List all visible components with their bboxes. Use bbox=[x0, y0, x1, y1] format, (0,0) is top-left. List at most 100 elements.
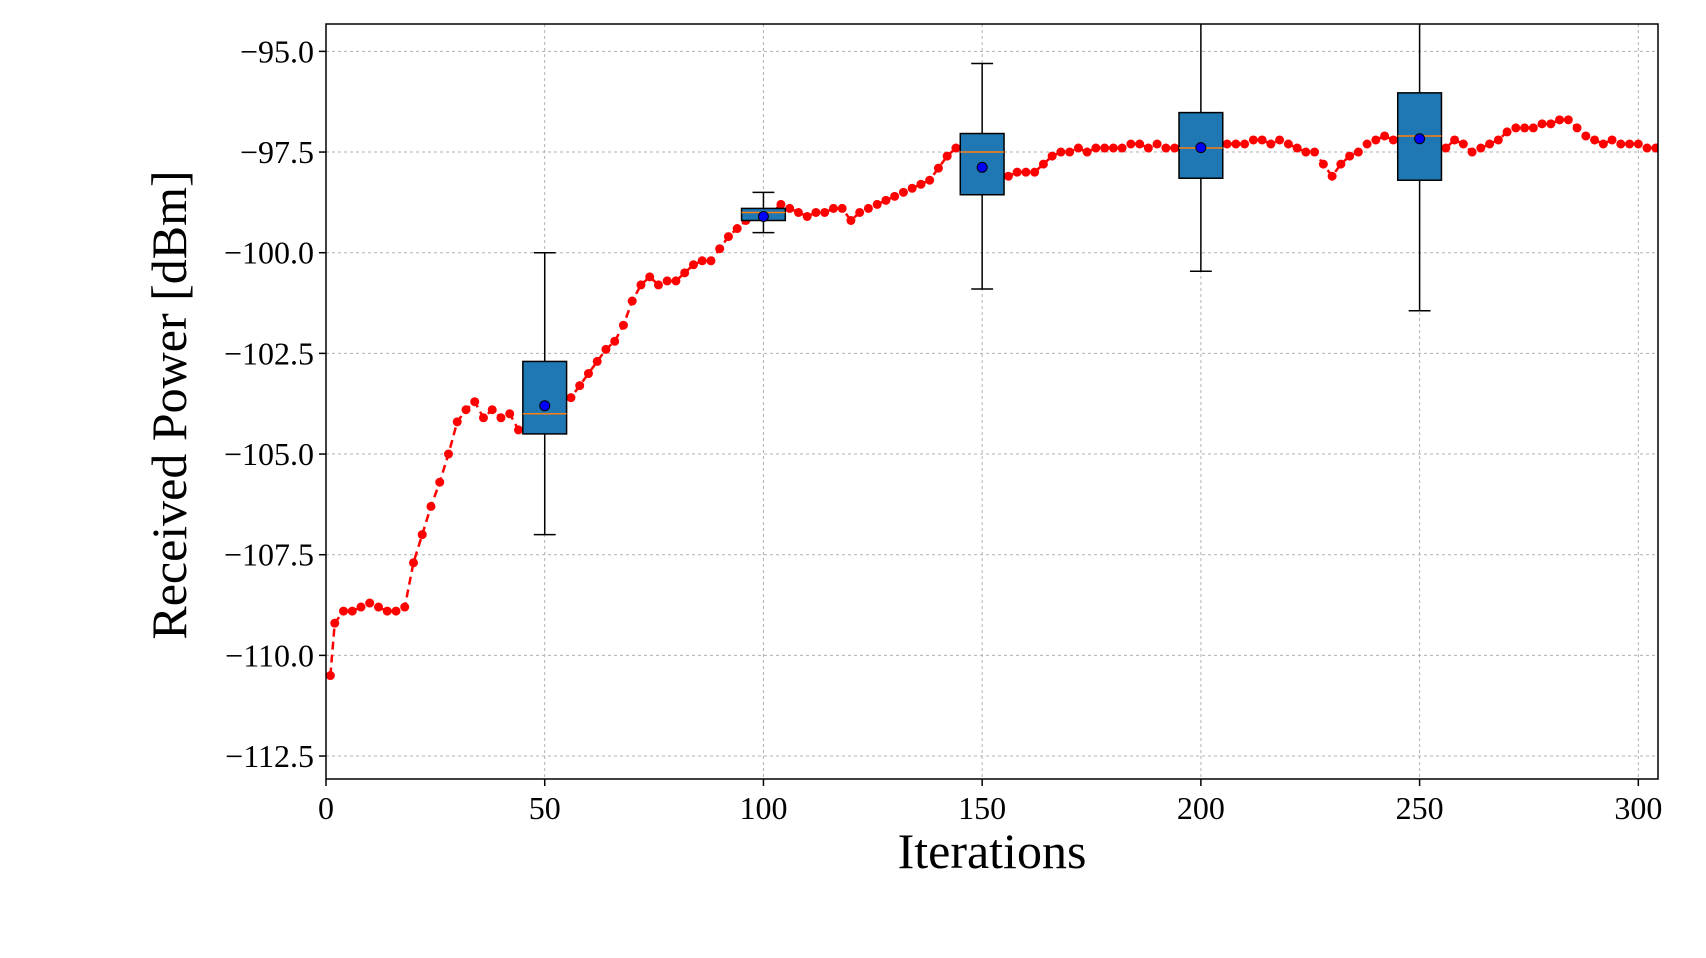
data-point bbox=[1152, 139, 1162, 149]
data-point bbox=[338, 606, 348, 616]
data-point bbox=[391, 606, 401, 616]
data-point bbox=[1616, 139, 1626, 149]
data-point bbox=[1467, 147, 1477, 157]
data-point bbox=[382, 606, 392, 616]
data-point bbox=[863, 203, 873, 213]
data-point bbox=[1073, 143, 1083, 153]
data-point bbox=[898, 187, 908, 197]
data-point bbox=[575, 381, 585, 391]
data-point bbox=[1117, 143, 1127, 153]
data-point bbox=[1572, 123, 1582, 133]
data-point bbox=[653, 280, 663, 290]
data-point bbox=[793, 207, 803, 217]
data-point bbox=[426, 501, 436, 511]
data-point bbox=[1590, 135, 1600, 145]
data-point bbox=[697, 256, 707, 266]
data-point bbox=[688, 260, 698, 270]
data-point bbox=[1065, 147, 1075, 157]
data-point bbox=[907, 183, 917, 193]
data-point bbox=[1248, 135, 1258, 145]
data-point bbox=[1135, 139, 1145, 149]
data-point bbox=[723, 232, 733, 242]
x-tick-label: 300 bbox=[1614, 790, 1662, 826]
data-point bbox=[1502, 127, 1512, 137]
data-point bbox=[1485, 139, 1495, 149]
data-point bbox=[636, 280, 646, 290]
data-point bbox=[671, 276, 681, 286]
x-tick-label: 0 bbox=[318, 790, 334, 826]
data-point bbox=[1310, 147, 1320, 157]
data-point bbox=[732, 224, 742, 234]
data-point bbox=[916, 179, 926, 189]
data-point bbox=[837, 203, 847, 213]
data-point bbox=[820, 207, 830, 217]
data-point bbox=[680, 268, 690, 278]
data-point bbox=[1170, 143, 1180, 153]
y-axis-label: Received Power [dBm] bbox=[141, 170, 197, 639]
x-tick-label: 150 bbox=[958, 790, 1006, 826]
data-point bbox=[1511, 123, 1521, 133]
data-point bbox=[1292, 143, 1302, 153]
data-point bbox=[496, 413, 506, 423]
data-point bbox=[1091, 143, 1101, 153]
data-point bbox=[1555, 115, 1565, 125]
box bbox=[522, 360, 568, 435]
y-tick-label: −110.0 bbox=[225, 637, 314, 673]
data-point bbox=[1520, 123, 1530, 133]
data-point bbox=[627, 296, 637, 306]
data-point bbox=[610, 336, 620, 346]
y-tick-label: −95.0 bbox=[240, 33, 314, 69]
data-point bbox=[1336, 159, 1346, 169]
data-point bbox=[1642, 143, 1652, 153]
y-tick-label: −102.5 bbox=[224, 335, 314, 371]
data-point bbox=[1353, 147, 1363, 157]
data-point bbox=[505, 409, 515, 419]
data-point bbox=[356, 602, 366, 612]
data-point bbox=[417, 530, 427, 540]
data-point bbox=[618, 320, 628, 330]
data-point bbox=[478, 413, 488, 423]
data-point bbox=[408, 558, 418, 568]
data-point bbox=[706, 256, 716, 266]
data-point bbox=[601, 344, 611, 354]
data-point bbox=[1537, 119, 1547, 129]
data-point bbox=[776, 199, 786, 209]
data-point bbox=[872, 199, 882, 209]
data-point bbox=[1345, 151, 1355, 161]
data-point bbox=[592, 356, 602, 366]
mean bbox=[1414, 133, 1426, 145]
data-point bbox=[881, 195, 891, 205]
data-point bbox=[1257, 135, 1267, 145]
data-point bbox=[435, 477, 445, 487]
data-point bbox=[1012, 167, 1022, 177]
data-point bbox=[933, 163, 943, 173]
x-axis-label: Iterations bbox=[898, 823, 1087, 879]
y-tick-label: −100.0 bbox=[224, 235, 314, 271]
data-point bbox=[1283, 139, 1293, 149]
y-tick-label: −105.0 bbox=[224, 436, 314, 472]
data-point bbox=[1607, 135, 1617, 145]
data-point bbox=[1651, 143, 1658, 153]
data-point bbox=[1598, 139, 1608, 149]
data-point bbox=[452, 417, 462, 427]
data-point bbox=[1362, 139, 1372, 149]
data-point bbox=[1327, 171, 1337, 181]
mean bbox=[976, 161, 988, 173]
data-point bbox=[855, 207, 865, 217]
data-point bbox=[1038, 159, 1048, 169]
data-point bbox=[1441, 143, 1451, 153]
data-point bbox=[645, 272, 655, 282]
data-point bbox=[566, 393, 576, 403]
data-point bbox=[1030, 167, 1040, 177]
data-point bbox=[662, 276, 672, 286]
data-point bbox=[1143, 143, 1153, 153]
x-tick-label: 50 bbox=[529, 790, 561, 826]
data-point bbox=[1108, 143, 1118, 153]
axes-frame bbox=[325, 23, 1659, 780]
data-point bbox=[487, 405, 497, 415]
data-point bbox=[1450, 135, 1460, 145]
x-tick-label: 100 bbox=[739, 790, 787, 826]
y-tick-label: −97.5 bbox=[240, 134, 314, 170]
data-point bbox=[1003, 171, 1013, 181]
data-point bbox=[1047, 151, 1057, 161]
